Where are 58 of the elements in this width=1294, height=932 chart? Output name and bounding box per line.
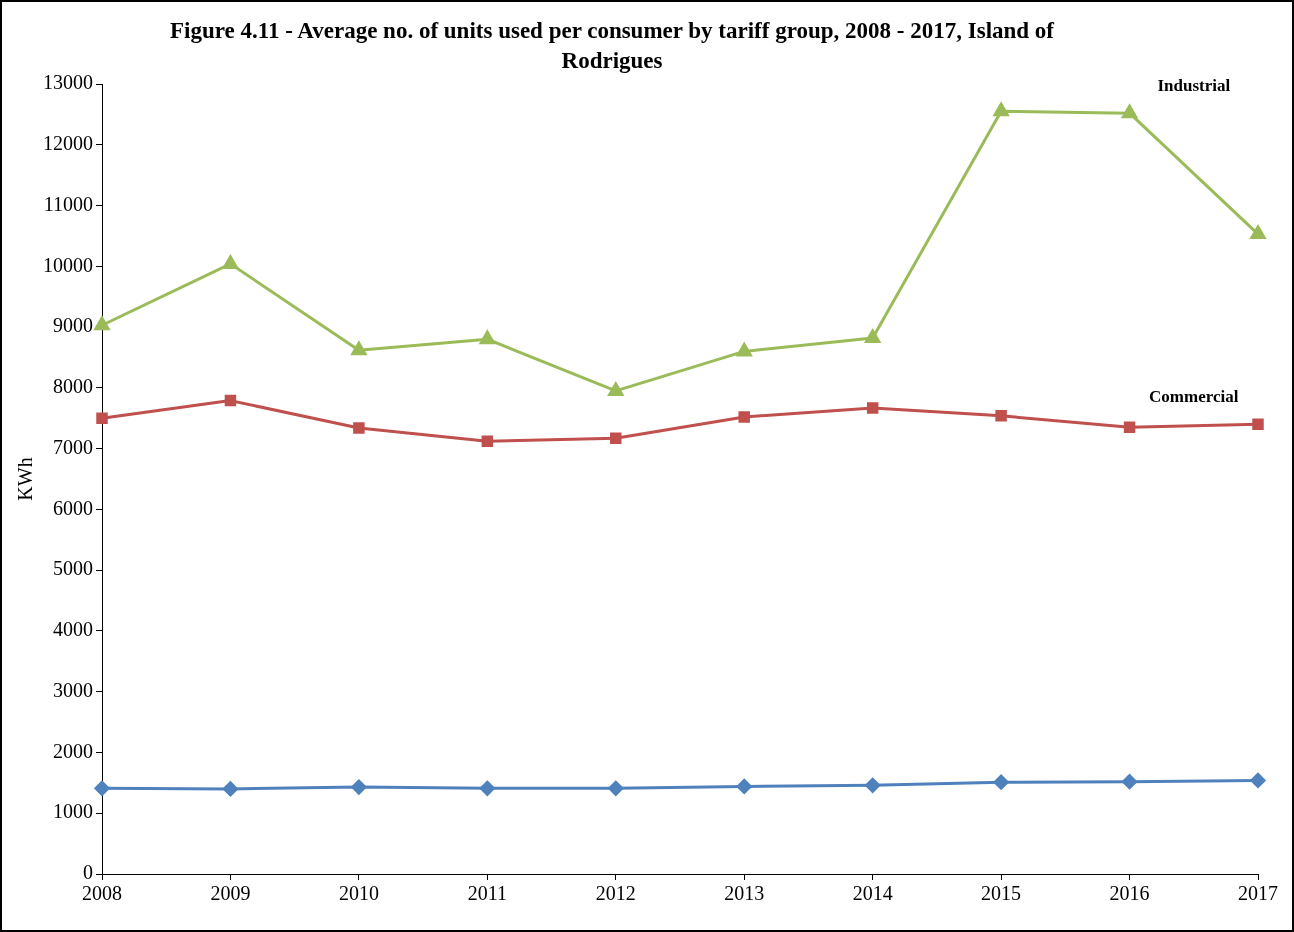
- point: [608, 382, 624, 396]
- point: [738, 411, 750, 423]
- point: [995, 410, 1007, 422]
- point: [351, 341, 367, 356]
- point: [94, 780, 110, 796]
- y-tick-label: 2000: [53, 739, 93, 762]
- y-tick-label: 12000: [43, 132, 93, 155]
- point: [224, 394, 237, 407]
- y-tick-label: 8000: [53, 375, 93, 398]
- point: [1250, 225, 1266, 240]
- x-tick-label: 2008: [82, 882, 122, 905]
- y-tick-label: 9000: [53, 314, 93, 337]
- point: [993, 774, 1009, 790]
- y-tick-label: 11000: [43, 192, 93, 215]
- point: [1121, 104, 1138, 119]
- x-tick-label: 2016: [1109, 882, 1150, 905]
- point: [865, 329, 881, 344]
- x-tick-label: 2011: [467, 882, 507, 905]
- point: [479, 780, 495, 796]
- point: [481, 435, 494, 448]
- series-label: Industrial: [1157, 76, 1231, 96]
- x-tick-label: 2015: [981, 882, 1022, 905]
- series-label: Commercial: [1149, 387, 1239, 407]
- y-tick-label: 7000: [53, 435, 93, 458]
- point: [479, 330, 495, 345]
- point: [736, 342, 752, 357]
- x-tick-label: 2010: [338, 882, 379, 905]
- point: [353, 422, 365, 434]
- x-tick-label: 2014: [852, 882, 893, 905]
- point: [222, 781, 238, 797]
- y-tick-label: 6000: [53, 496, 93, 519]
- y-tick-label: 4000: [53, 618, 93, 641]
- y-tick-label: 1000: [53, 800, 93, 823]
- point: [96, 412, 108, 424]
- point: [351, 779, 367, 795]
- point: [94, 316, 110, 331]
- point: [866, 402, 879, 414]
- y-tick-label: 0: [83, 861, 93, 884]
- point: [608, 780, 624, 796]
- chart-title: Figure 4.11 - Average no. of units used per consumer by tariff group, 2008 - 2017, Island of Rodrigues: [168, 17, 1055, 75]
- point: [1252, 418, 1264, 431]
- point: [1250, 772, 1266, 788]
- y-tick-label: 13000: [43, 71, 93, 94]
- point: [993, 102, 1009, 117]
- point: [222, 255, 239, 269]
- point: [865, 777, 881, 793]
- point: [1123, 421, 1136, 434]
- y-tick-label: 10000: [43, 253, 93, 276]
- x-tick-label: 2013: [724, 882, 765, 905]
- x-tick-label: 2009: [210, 882, 251, 905]
- point: [610, 432, 622, 445]
- x-tick-label: 2012: [595, 882, 636, 905]
- y-tick-label: 5000: [53, 557, 93, 580]
- y-axis-title: KWh: [14, 457, 37, 501]
- point: [736, 778, 752, 794]
- point: [1122, 774, 1138, 790]
- y-tick-label: 3000: [53, 678, 93, 701]
- x-tick-label: 2017: [1238, 882, 1278, 905]
